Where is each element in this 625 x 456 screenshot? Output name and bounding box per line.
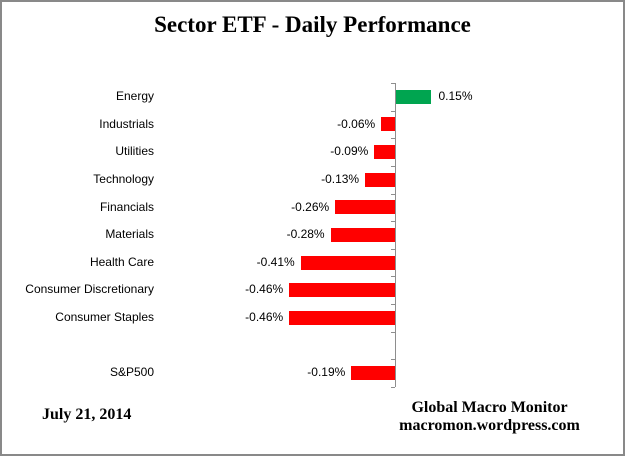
negative-bar: [289, 310, 395, 325]
axis-tick: [391, 165, 395, 167]
negative-bar: [335, 200, 395, 215]
axis-tick: [391, 276, 395, 278]
axis-tick: [391, 304, 395, 306]
axis-tick: [391, 248, 395, 250]
category-label: Financials: [99, 199, 154, 214]
chart-title: Sector ETF - Daily Performance: [154, 12, 471, 37]
category-label: Materials: [105, 227, 154, 242]
brand-label: Global Macro Monitor: [411, 399, 568, 416]
value-label: -0.19%: [307, 365, 346, 380]
category-label: Consumer Discretionary: [25, 282, 154, 297]
axis-tick: [391, 110, 395, 112]
negative-bar: [300, 255, 395, 270]
value-label: -0.09%: [330, 144, 369, 159]
axis-tick: [391, 83, 395, 84]
positive-bar: [396, 89, 431, 104]
category-label: Health Care: [89, 254, 154, 269]
value-label: -0.46%: [245, 282, 284, 297]
value-label: 0.15%: [438, 89, 473, 103]
site-label: macromon.wordpress.com: [399, 417, 580, 434]
category-label: Industrials: [99, 116, 154, 131]
value-label: -0.13%: [321, 171, 360, 186]
negative-bar: [289, 283, 395, 298]
negative-bar: [330, 228, 395, 243]
axis-tick: [391, 387, 395, 389]
axis-tick: [391, 193, 395, 195]
axis-line: [395, 83, 396, 388]
negative-bar: [351, 366, 395, 381]
negative-bar: [365, 172, 395, 187]
category-label: Technology: [93, 171, 154, 186]
axis-tick: [391, 359, 395, 361]
negative-bar: [374, 145, 395, 160]
value-label: -0.06%: [337, 116, 376, 131]
category-label: Utilities: [115, 144, 154, 159]
value-label: -0.46%: [245, 310, 284, 325]
value-label: -0.26%: [291, 199, 330, 214]
axis-tick: [391, 331, 395, 333]
axis-tick: [391, 221, 395, 223]
date-label: July 21, 2014: [42, 406, 132, 423]
negative-bar: [381, 117, 395, 132]
axis-tick: [391, 138, 395, 140]
attribution: Global Macro Monitor macromon.wordpress.…: [362, 399, 617, 435]
value-label: -0.28%: [286, 227, 325, 242]
category-label: Energy: [115, 89, 154, 103]
value-label: -0.41%: [256, 254, 295, 269]
category-label: S&P500: [109, 365, 154, 380]
category-label: Consumer Staples: [55, 310, 154, 325]
